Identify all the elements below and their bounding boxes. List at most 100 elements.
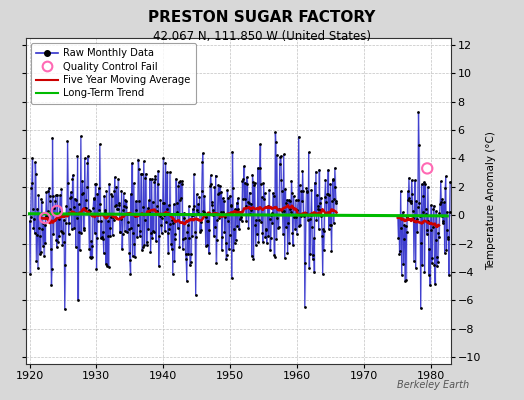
Point bbox=[50, 205, 58, 211]
Point bbox=[308, 252, 316, 258]
Point bbox=[436, 178, 445, 185]
Point bbox=[286, 206, 294, 212]
Point bbox=[295, 223, 303, 230]
Point bbox=[320, 228, 329, 234]
Point bbox=[147, 230, 155, 237]
Point bbox=[285, 197, 293, 203]
Point bbox=[163, 169, 171, 176]
Point bbox=[40, 222, 49, 228]
Point bbox=[214, 182, 223, 188]
Point bbox=[250, 180, 259, 186]
Point bbox=[238, 178, 246, 185]
Point bbox=[287, 208, 295, 215]
Point bbox=[278, 208, 287, 214]
Point bbox=[235, 226, 243, 232]
Point bbox=[105, 181, 113, 187]
Point bbox=[278, 188, 286, 194]
Point bbox=[406, 198, 414, 204]
Point bbox=[439, 218, 447, 224]
Point bbox=[289, 193, 298, 200]
Point bbox=[322, 210, 331, 217]
Point bbox=[413, 204, 422, 210]
Point bbox=[68, 176, 77, 182]
Point bbox=[96, 201, 104, 208]
Point bbox=[311, 211, 320, 218]
Point bbox=[122, 197, 130, 204]
Text: Berkeley Earth: Berkeley Earth bbox=[397, 380, 469, 390]
Point bbox=[223, 187, 232, 194]
Point bbox=[38, 198, 46, 205]
Point bbox=[267, 234, 275, 241]
Point bbox=[257, 181, 265, 188]
Point bbox=[158, 215, 166, 222]
Point bbox=[166, 220, 174, 227]
Point bbox=[268, 220, 277, 226]
Point bbox=[242, 218, 250, 224]
Point bbox=[312, 217, 321, 223]
Point bbox=[434, 230, 443, 236]
Text: 42.067 N, 111.850 W (United States): 42.067 N, 111.850 W (United States) bbox=[153, 30, 371, 43]
Point bbox=[231, 206, 239, 212]
Point bbox=[56, 192, 64, 198]
Point bbox=[239, 176, 248, 182]
Point bbox=[151, 176, 159, 182]
Point bbox=[222, 240, 230, 246]
Point bbox=[176, 197, 184, 203]
Point bbox=[139, 158, 148, 164]
Point bbox=[247, 200, 255, 207]
Point bbox=[234, 206, 243, 212]
Point bbox=[332, 198, 341, 204]
Point bbox=[428, 255, 436, 261]
Point bbox=[212, 260, 220, 266]
Point bbox=[413, 229, 421, 235]
Point bbox=[236, 214, 245, 220]
Point bbox=[59, 230, 67, 236]
Point bbox=[146, 175, 154, 182]
Point bbox=[329, 176, 337, 182]
Point bbox=[429, 224, 437, 230]
Point bbox=[251, 222, 259, 228]
Point bbox=[299, 211, 308, 218]
Point bbox=[103, 263, 111, 270]
Point bbox=[59, 216, 68, 223]
Point bbox=[405, 195, 413, 202]
Point bbox=[133, 234, 141, 240]
Point bbox=[214, 190, 222, 197]
Point bbox=[128, 160, 136, 166]
Point bbox=[403, 188, 412, 194]
Point bbox=[108, 193, 116, 199]
Point bbox=[400, 222, 409, 228]
Point bbox=[252, 242, 260, 248]
Point bbox=[405, 175, 413, 181]
Point bbox=[132, 198, 140, 204]
Point bbox=[178, 178, 186, 185]
Point bbox=[65, 220, 73, 226]
Point bbox=[232, 237, 240, 243]
Point bbox=[25, 218, 34, 224]
Point bbox=[233, 200, 241, 206]
Point bbox=[397, 225, 405, 231]
Point bbox=[245, 190, 254, 196]
Point bbox=[317, 212, 325, 219]
Point bbox=[149, 228, 157, 234]
Point bbox=[430, 262, 439, 268]
Point bbox=[399, 260, 408, 267]
Point bbox=[99, 236, 107, 242]
Point bbox=[277, 153, 285, 159]
Point bbox=[292, 213, 301, 220]
Point bbox=[293, 231, 301, 237]
Point bbox=[420, 179, 428, 186]
Point bbox=[85, 208, 94, 214]
Point bbox=[210, 233, 218, 239]
Point bbox=[330, 196, 339, 202]
Point bbox=[241, 180, 249, 186]
Point bbox=[187, 251, 195, 258]
Point bbox=[402, 228, 411, 235]
Point bbox=[437, 199, 445, 205]
Point bbox=[164, 250, 172, 256]
Point bbox=[42, 214, 51, 220]
Point bbox=[235, 216, 244, 222]
Point bbox=[183, 228, 191, 235]
Point bbox=[32, 232, 41, 238]
Point bbox=[91, 181, 100, 188]
